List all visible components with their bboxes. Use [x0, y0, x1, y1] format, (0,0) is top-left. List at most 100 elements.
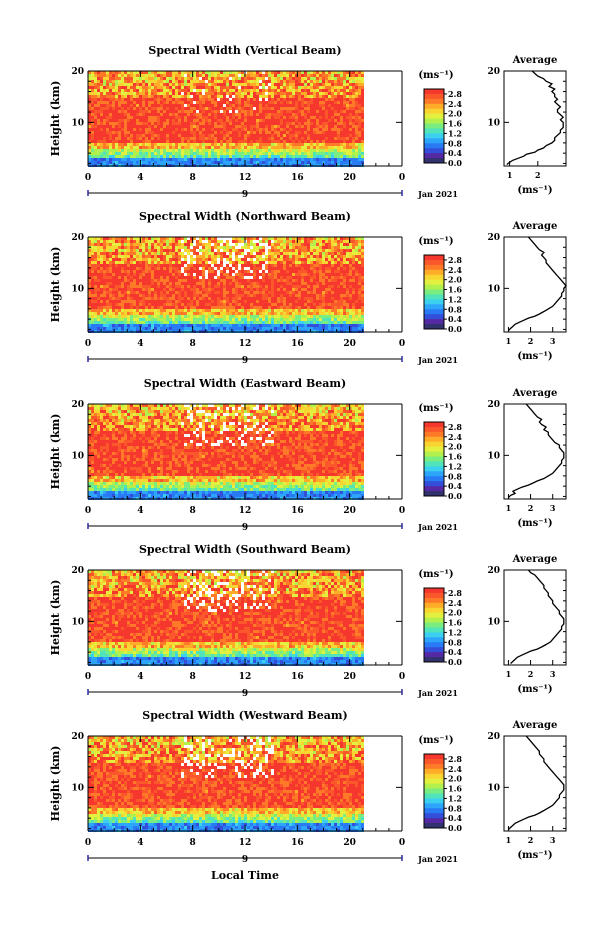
heatmap-cell [319, 273, 322, 276]
heatmap-cell [343, 110, 346, 113]
heatmap-cell [295, 270, 298, 273]
heatmap-cell [163, 95, 166, 98]
heatmap-cell [268, 107, 271, 110]
heatmap-cell [193, 279, 196, 282]
heatmap-cell [175, 83, 178, 86]
heatmap-cell [169, 77, 172, 80]
heatmap-cell [232, 86, 235, 89]
heatmap-cell [169, 285, 172, 288]
heatmap-cell [193, 92, 196, 95]
heatmap-cell [133, 137, 136, 140]
heatmap-cell [319, 161, 322, 164]
heatmap-cell [130, 95, 133, 98]
heatmap-cell [166, 255, 169, 258]
heatmap-cell [193, 143, 196, 146]
heatmap-cell [151, 134, 154, 137]
heatmap-cell [259, 252, 262, 255]
heatmap-cell [181, 246, 184, 249]
heatmap-cell [229, 291, 232, 294]
heatmap-cell [205, 158, 208, 161]
heatmap-cell [262, 113, 265, 116]
heatmap-cell [202, 119, 205, 122]
heatmap-cell [268, 276, 271, 279]
heatmap-cell [118, 101, 121, 104]
heatmap-cell [301, 282, 304, 285]
heatmap-cell [154, 294, 157, 297]
heatmap-cell [136, 128, 139, 131]
heatmap-cell [307, 107, 310, 110]
heatmap-cell [163, 116, 166, 119]
heatmap-cell [211, 110, 214, 113]
heatmap-cell [148, 149, 151, 152]
heatmap-cell [94, 255, 97, 258]
heatmap-cell [358, 297, 361, 300]
heatmap-cell [352, 146, 355, 149]
heatmap-cell [271, 86, 274, 89]
heatmap-cell [346, 77, 349, 80]
heatmap-cell [139, 80, 142, 83]
heatmap-cell [205, 101, 208, 104]
heatmap-cell [136, 119, 139, 122]
heatmap-cell [103, 80, 106, 83]
heatmap-cell [160, 131, 163, 134]
heatmap-cell [250, 155, 253, 158]
heatmap-cell [301, 86, 304, 89]
heatmap-cell [325, 152, 328, 155]
heatmap-cell [133, 128, 136, 131]
heatmap-cell [331, 107, 334, 110]
heatmap-cell [259, 288, 262, 291]
heatmap-cell [112, 86, 115, 89]
heatmap-cell [352, 273, 355, 276]
heatmap-cell [109, 273, 112, 276]
heatmap-cell [331, 83, 334, 86]
heatmap-cell [271, 92, 274, 95]
heatmap-cell [211, 161, 214, 164]
heatmap-cell [178, 134, 181, 137]
heatmap-cell [283, 134, 286, 137]
heatmap-cell [181, 86, 184, 89]
heatmap-cell [307, 246, 310, 249]
heatmap-cell [322, 243, 325, 246]
heatmap-cell [199, 134, 202, 137]
heatmap-cell [226, 119, 229, 122]
heatmap-cell [280, 101, 283, 104]
heatmap-cell [235, 92, 238, 95]
heatmap-cell [178, 83, 181, 86]
heatmap-cell [94, 249, 97, 252]
heatmap-cell [184, 77, 187, 80]
heatmap-cell [253, 279, 256, 282]
profile-y-tick-label: 10 [487, 118, 500, 128]
heatmap-cell [184, 288, 187, 291]
y-tick-label: 20 [71, 67, 84, 77]
heatmap-cell [106, 300, 109, 303]
heatmap-cell [340, 258, 343, 261]
heatmap-cell [304, 143, 307, 146]
heatmap-cell [232, 107, 235, 110]
heatmap-cell [154, 158, 157, 161]
heatmap-cell [172, 285, 175, 288]
heatmap-cell [178, 255, 181, 258]
heatmap-cell [271, 270, 274, 273]
heatmap-cell [274, 249, 277, 252]
heatmap-cell [166, 155, 169, 158]
heatmap-cell [97, 146, 100, 149]
heatmap-cell [235, 149, 238, 152]
heatmap-cell [262, 140, 265, 143]
heatmap-cell [109, 152, 112, 155]
heatmap-cell [151, 89, 154, 92]
heatmap-cell [301, 92, 304, 95]
heatmap-cell [160, 134, 163, 137]
heatmap-cell [166, 288, 169, 291]
heatmap-cell [187, 86, 190, 89]
heatmap-cell [322, 113, 325, 116]
heatmap-cell [340, 282, 343, 285]
heatmap-cell [232, 104, 235, 107]
heatmap-cell [100, 279, 103, 282]
heatmap-cell [199, 125, 202, 128]
heatmap-cell [103, 98, 106, 101]
heatmap-cell [136, 300, 139, 303]
heatmap-cell [343, 104, 346, 107]
heatmap-cell [187, 246, 190, 249]
heatmap-cell [205, 143, 208, 146]
heatmap-cell [235, 261, 238, 264]
